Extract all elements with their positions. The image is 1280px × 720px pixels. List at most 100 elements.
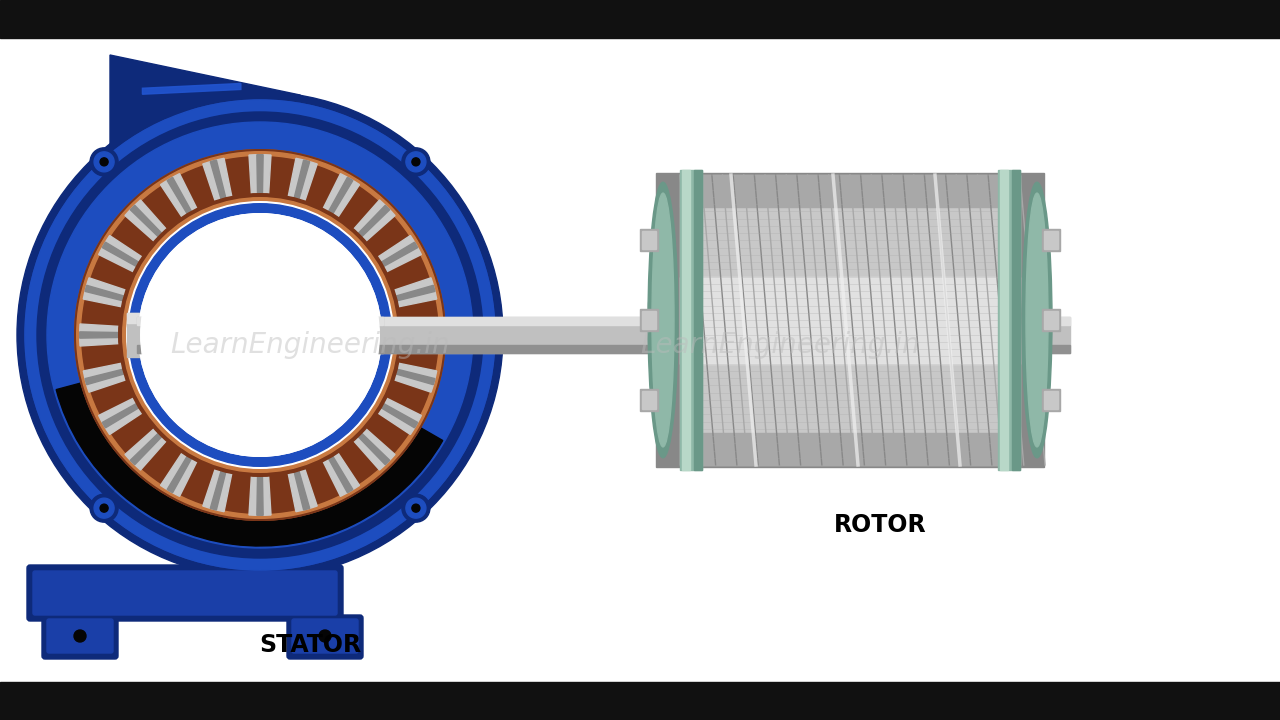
Bar	[1042, 389, 1060, 410]
Wedge shape	[82, 285, 128, 301]
Ellipse shape	[648, 182, 678, 458]
Ellipse shape	[1021, 182, 1052, 458]
Circle shape	[402, 148, 430, 176]
Wedge shape	[301, 458, 346, 508]
Bar	[127, 313, 177, 323]
Wedge shape	[323, 174, 360, 218]
Wedge shape	[202, 156, 232, 204]
Wedge shape	[361, 408, 415, 459]
Wedge shape	[79, 332, 120, 338]
Polygon shape	[142, 509, 241, 520]
Wedge shape	[79, 324, 120, 346]
FancyBboxPatch shape	[47, 619, 113, 653]
Wedge shape	[333, 181, 384, 233]
Bar	[680, 175, 1020, 465]
Wedge shape	[87, 249, 137, 294]
Wedge shape	[106, 211, 159, 261]
Wedge shape	[321, 171, 361, 220]
Bar	[643, 311, 657, 329]
Bar	[657, 173, 1044, 467]
Bar	[680, 276, 1020, 364]
Bar	[1044, 311, 1059, 329]
Wedge shape	[131, 433, 163, 464]
Bar	[680, 433, 1020, 465]
Circle shape	[74, 150, 445, 521]
Circle shape	[138, 214, 381, 456]
Circle shape	[95, 152, 114, 172]
FancyBboxPatch shape	[33, 571, 337, 615]
Wedge shape	[83, 278, 127, 307]
Bar	[137, 317, 383, 325]
Wedge shape	[202, 465, 232, 514]
Wedge shape	[333, 436, 384, 489]
Wedge shape	[219, 471, 256, 516]
Polygon shape	[116, 309, 250, 320]
Circle shape	[82, 157, 438, 513]
Polygon shape	[116, 284, 250, 294]
Circle shape	[119, 194, 402, 477]
Wedge shape	[210, 160, 227, 200]
Wedge shape	[136, 181, 187, 233]
Wedge shape	[250, 475, 271, 516]
Bar	[643, 391, 657, 409]
Polygon shape	[142, 84, 241, 94]
Text: LearnEngineering.in: LearnEngineering.in	[170, 331, 449, 359]
Wedge shape	[56, 335, 443, 546]
Wedge shape	[106, 408, 159, 459]
Circle shape	[319, 630, 332, 642]
Text: STATOR: STATOR	[259, 633, 361, 657]
Wedge shape	[301, 161, 346, 212]
Wedge shape	[288, 158, 317, 202]
Polygon shape	[129, 184, 246, 194]
Circle shape	[406, 152, 426, 172]
FancyBboxPatch shape	[27, 565, 343, 621]
Wedge shape	[394, 285, 435, 301]
Wedge shape	[265, 471, 301, 516]
Wedge shape	[378, 235, 421, 272]
Wedge shape	[100, 241, 142, 268]
Wedge shape	[102, 403, 140, 428]
Wedge shape	[210, 470, 227, 510]
Wedge shape	[353, 200, 396, 242]
Wedge shape	[288, 468, 317, 512]
Wedge shape	[257, 155, 264, 194]
Wedge shape	[294, 470, 310, 510]
Wedge shape	[250, 152, 270, 198]
Polygon shape	[134, 80, 244, 572]
Wedge shape	[328, 455, 353, 492]
Circle shape	[17, 92, 503, 578]
Circle shape	[47, 122, 474, 548]
FancyBboxPatch shape	[287, 615, 364, 659]
Polygon shape	[136, 133, 243, 144]
Polygon shape	[127, 209, 246, 220]
Wedge shape	[393, 363, 436, 392]
Wedge shape	[160, 174, 197, 218]
Wedge shape	[125, 428, 166, 470]
Bar	[694, 170, 701, 470]
Wedge shape	[378, 402, 420, 429]
Wedge shape	[257, 152, 262, 198]
Wedge shape	[328, 177, 353, 215]
Wedge shape	[99, 235, 143, 272]
Wedge shape	[380, 403, 417, 428]
Wedge shape	[102, 242, 140, 267]
Ellipse shape	[652, 193, 675, 447]
Circle shape	[100, 158, 108, 166]
Circle shape	[138, 214, 381, 456]
Wedge shape	[87, 375, 137, 420]
Wedge shape	[96, 235, 145, 273]
Wedge shape	[397, 333, 443, 338]
Wedge shape	[82, 369, 128, 385]
Circle shape	[90, 148, 118, 176]
Wedge shape	[392, 285, 438, 301]
Text: LearnEngineering.in: LearnEngineering.in	[640, 331, 920, 359]
Bar	[132, 317, 1070, 353]
Wedge shape	[321, 450, 361, 499]
Circle shape	[74, 150, 445, 521]
Circle shape	[95, 498, 114, 518]
Circle shape	[141, 216, 379, 454]
Wedge shape	[361, 211, 415, 261]
Wedge shape	[293, 157, 310, 203]
Polygon shape	[127, 384, 246, 395]
Wedge shape	[210, 467, 227, 513]
